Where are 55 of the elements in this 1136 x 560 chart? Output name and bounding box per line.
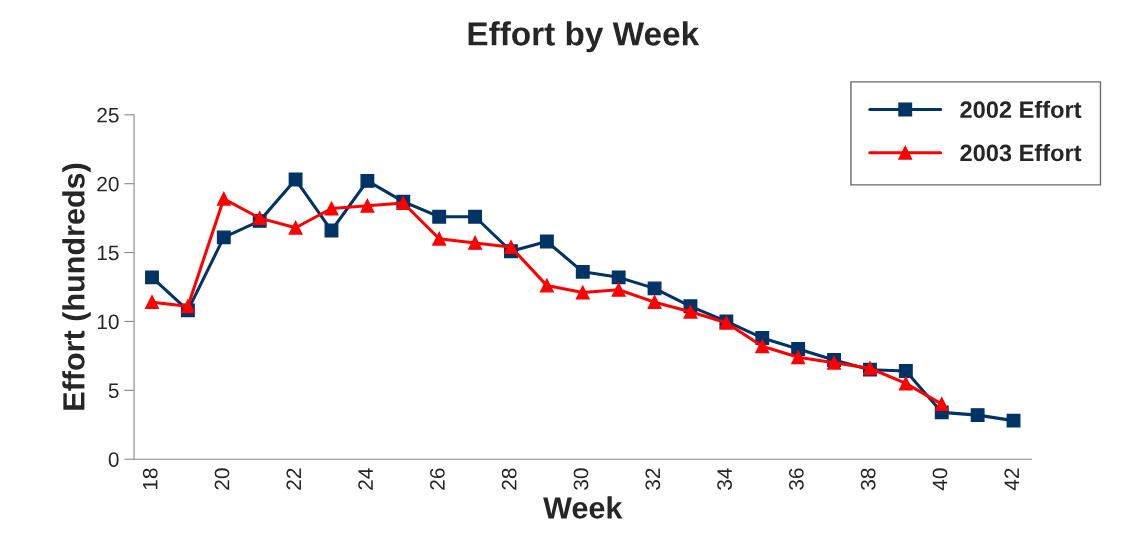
point <box>647 295 662 310</box>
x-tick-label: 42 <box>1004 468 1019 491</box>
point <box>539 278 554 293</box>
point <box>360 173 375 188</box>
point <box>611 270 626 285</box>
x-tick-label: 22 <box>286 468 301 490</box>
point <box>432 231 447 246</box>
point <box>898 364 913 378</box>
point <box>504 240 518 254</box>
legend-label: 2002 Effort <box>960 100 1082 119</box>
point <box>288 172 303 187</box>
x-tick-label: 18 <box>142 468 158 490</box>
y-tick-label: 0 <box>108 452 119 467</box>
y-tick-label: 20 <box>97 176 119 192</box>
point <box>791 350 806 365</box>
chart-title: Effort by Week <box>468 21 700 53</box>
point <box>898 376 913 391</box>
point <box>145 295 159 310</box>
point <box>216 191 231 206</box>
point <box>575 285 590 300</box>
x-tick-label: 24 <box>358 468 373 490</box>
y-axis-title: Effort (hundreds) <box>62 163 91 410</box>
point <box>575 264 590 279</box>
legend-label: 2003 Effort <box>960 143 1082 162</box>
x-tick-label: 40 <box>932 468 948 491</box>
x-tick-label: 34 <box>717 468 732 490</box>
point <box>934 397 949 412</box>
x-tick-label: 32 <box>645 468 661 490</box>
point <box>360 198 375 213</box>
point <box>683 304 698 319</box>
point <box>145 270 159 285</box>
x-tick-label: 30 <box>573 468 589 490</box>
point <box>216 230 231 245</box>
y-tick-label: 15 <box>97 245 119 261</box>
point <box>611 282 626 297</box>
point <box>1006 413 1021 428</box>
point <box>432 209 447 224</box>
point <box>180 299 195 314</box>
x-tick-label: 36 <box>788 468 804 490</box>
x-tick-label: 20 <box>214 468 230 490</box>
y-tick-label: 25 <box>97 107 119 123</box>
point <box>324 201 339 216</box>
point <box>288 220 303 235</box>
point <box>539 234 554 249</box>
y-tick-label: 5 <box>108 383 119 399</box>
point <box>468 235 483 250</box>
x-tick-label: 28 <box>501 468 517 490</box>
x-axis-title: Week <box>543 496 623 519</box>
point <box>468 209 483 224</box>
x-tick-label: 38 <box>860 468 876 490</box>
point <box>755 339 770 354</box>
x-tick-label: 26 <box>430 468 445 490</box>
y-tick-label: 10 <box>97 314 119 330</box>
point <box>970 408 985 423</box>
point <box>647 281 662 296</box>
